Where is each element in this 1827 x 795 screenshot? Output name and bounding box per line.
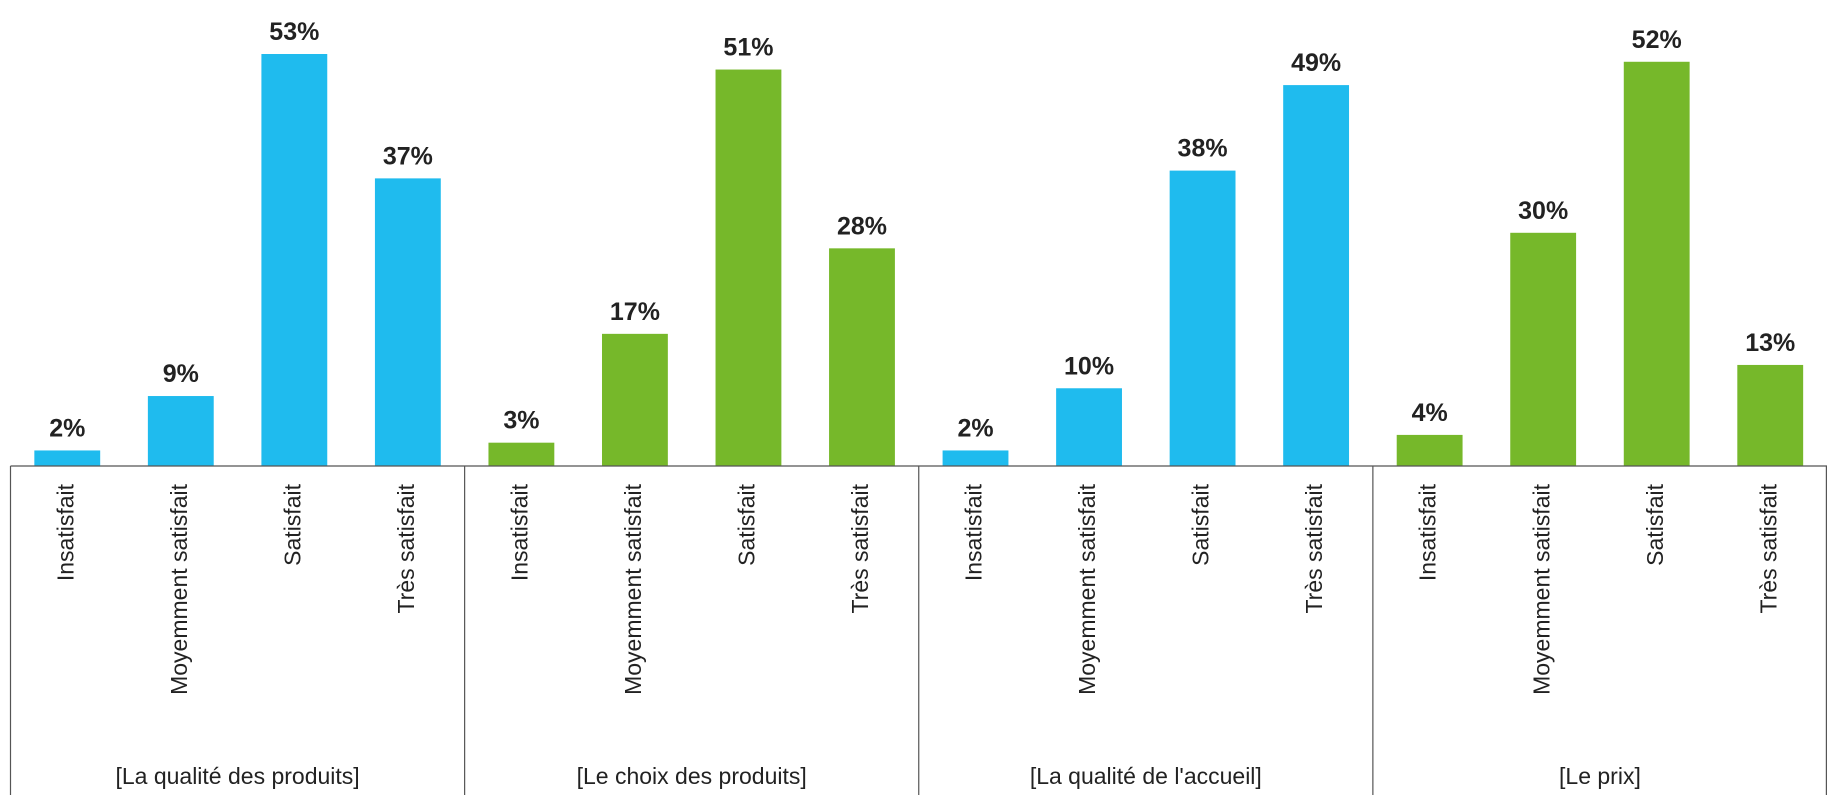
bar [1396, 434, 1463, 466]
category-label: Très satisfait [393, 483, 419, 613]
category-label: Moyemment satisfait [1074, 483, 1100, 695]
bar [942, 450, 1009, 466]
category-label: Satisfait [1188, 483, 1214, 565]
value-label: 4% [1412, 399, 1448, 427]
value-label: 9% [163, 360, 199, 388]
bar [1169, 170, 1236, 467]
bar [1737, 364, 1804, 466]
category-label: Insatisfait [506, 483, 532, 581]
category-label: Insatisfait [52, 483, 78, 581]
group-label: [La qualité de l'accueil] [1030, 763, 1262, 789]
category-label: Très satisfait [1301, 483, 1327, 613]
group-label: [Le choix des produits] [577, 763, 807, 789]
group-label: [La qualité des produits] [115, 763, 359, 789]
value-label: 17% [610, 298, 660, 326]
value-label: 28% [837, 212, 887, 240]
value-label: 2% [957, 414, 993, 442]
bar [261, 54, 328, 466]
bar [601, 333, 668, 466]
bar [1510, 232, 1577, 466]
value-label: 30% [1518, 197, 1568, 225]
category-label: Moyemment satisfait [1528, 483, 1554, 695]
category-label: Insatisfait [1415, 483, 1441, 581]
value-label: 37% [383, 142, 433, 170]
category-label: Satisfait [734, 483, 760, 565]
bar [34, 450, 101, 466]
category-label: Très satisfait [1755, 483, 1781, 613]
bar [1056, 388, 1122, 466]
bar [147, 396, 214, 466]
value-label: 2% [49, 414, 85, 442]
bar [488, 442, 555, 466]
bar [715, 69, 782, 466]
category-label: Satisfait [1642, 483, 1668, 565]
value-label: 51% [723, 34, 773, 62]
value-label: 53% [269, 18, 319, 46]
value-label: 38% [1178, 135, 1228, 163]
bar [1283, 85, 1350, 467]
group-label: [Le prix] [1559, 763, 1641, 789]
category-label: Insatisfait [961, 483, 987, 581]
bar [829, 248, 895, 466]
category-label: Moyemment satisfait [166, 483, 192, 695]
category-label: Satisfait [279, 483, 305, 565]
value-label: 3% [503, 407, 539, 435]
bar [1623, 61, 1690, 466]
category-label: Moyemment satisfait [620, 483, 646, 695]
value-label: 13% [1745, 329, 1795, 357]
value-label: 10% [1064, 352, 1114, 380]
value-label: 49% [1291, 49, 1341, 77]
category-label: Très satisfait [847, 483, 873, 613]
bar [374, 178, 441, 466]
value-label: 52% [1632, 26, 1682, 54]
